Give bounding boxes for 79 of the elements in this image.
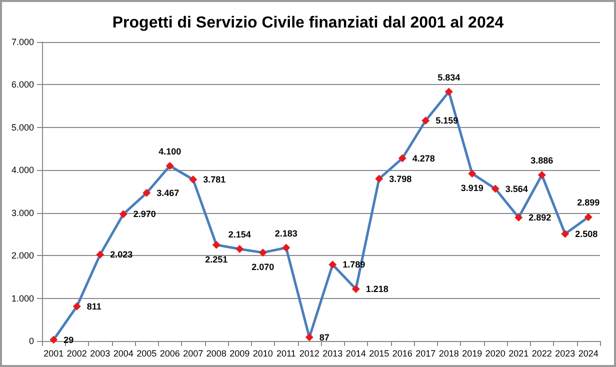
data-label: 2.251 (205, 254, 228, 264)
point (514, 213, 523, 222)
data-label: 2.183 (274, 228, 298, 238)
point (166, 162, 174, 170)
point (444, 88, 453, 96)
point (352, 284, 360, 293)
chart-title: Progetti di Servizio Civile finanziati dal 2001 al 2024 (112, 14, 504, 32)
data-label: 3.919 (460, 183, 484, 194)
point (119, 210, 128, 218)
x-tick-label: 2004 (113, 348, 134, 358)
data-label: 1.218 (366, 284, 388, 294)
data-label: 4.100 (158, 146, 182, 156)
point (258, 248, 267, 257)
x-tick-label: 2017 (416, 348, 436, 358)
data-label: 3.798 (389, 174, 412, 184)
x-tick-label: 2015 (369, 348, 390, 358)
x-tick-label: 2020 (485, 348, 506, 358)
y-tick-label: 3.000 (11, 208, 34, 218)
point (398, 154, 406, 162)
x-tick-label: 2005 (136, 348, 157, 358)
x-tick-label: 2001 (44, 348, 64, 358)
x-tick-label: 2006 (160, 348, 180, 358)
x-tick-label: 2008 (206, 348, 226, 358)
point (50, 336, 58, 344)
point (212, 240, 220, 249)
point (96, 250, 104, 259)
x-tick-label: 2011 (276, 348, 296, 358)
x-tick-label: 2022 (532, 348, 552, 358)
point (236, 244, 244, 253)
point (468, 170, 476, 178)
x-tick-label: 2003 (90, 348, 110, 358)
data-label: 2.154 (228, 229, 251, 240)
data-label: 2.023 (110, 250, 133, 260)
x-tick-label: 2013 (322, 348, 343, 358)
point (561, 230, 570, 238)
y-tick-label: 0 (28, 336, 34, 346)
x-tick-label: 2012 (299, 348, 320, 358)
y-tick-label: 5.000 (11, 122, 34, 132)
x-tick-label: 2018 (438, 348, 459, 358)
point (584, 213, 592, 222)
data-label: 2.892 (528, 212, 552, 222)
point (189, 175, 198, 184)
data-label: 2.970 (133, 209, 156, 220)
x-tick-label: 2014 (346, 348, 366, 358)
data-label: 87 (319, 332, 330, 342)
data-label: 3.467 (156, 188, 180, 198)
data-label: 811 (86, 301, 102, 312)
x-tick-label: 2016 (392, 348, 412, 358)
x-tick-label: 2002 (66, 348, 87, 358)
data-label: 3.781 (203, 174, 226, 184)
x-tick-label: 2007 (183, 348, 204, 358)
point (538, 171, 546, 180)
data-label: 29 (64, 334, 74, 345)
point (375, 174, 384, 183)
y-tick-label: 4.000 (11, 165, 34, 176)
x-tick-label: 2024 (578, 348, 598, 358)
x-tick-label: 2010 (252, 348, 273, 358)
point (72, 302, 81, 310)
point (422, 116, 430, 125)
data-label: 5.834 (438, 72, 460, 82)
data-label: 3.564 (505, 184, 528, 194)
y-tick-label: 6.000 (11, 80, 34, 90)
point (305, 333, 314, 342)
x-tick-label: 2009 (230, 348, 250, 358)
x-tick-label: 2021 (508, 348, 529, 358)
x-tick-label: 2023 (555, 348, 576, 358)
point (282, 244, 290, 252)
data-label: 2.899 (577, 198, 600, 208)
point (142, 188, 151, 197)
data-label: 2.070 (252, 262, 274, 272)
y-tick-label: 7.000 (11, 37, 34, 47)
y-tick-label: 1.000 (11, 293, 34, 304)
y-tick-label: 2.000 (11, 250, 34, 261)
point (328, 260, 337, 269)
data-label: 4.278 (412, 153, 435, 164)
point (491, 184, 500, 193)
data-label: 3.886 (530, 156, 554, 166)
x-tick-label: 2019 (462, 348, 482, 358)
data-label: 2.508 (575, 228, 598, 239)
